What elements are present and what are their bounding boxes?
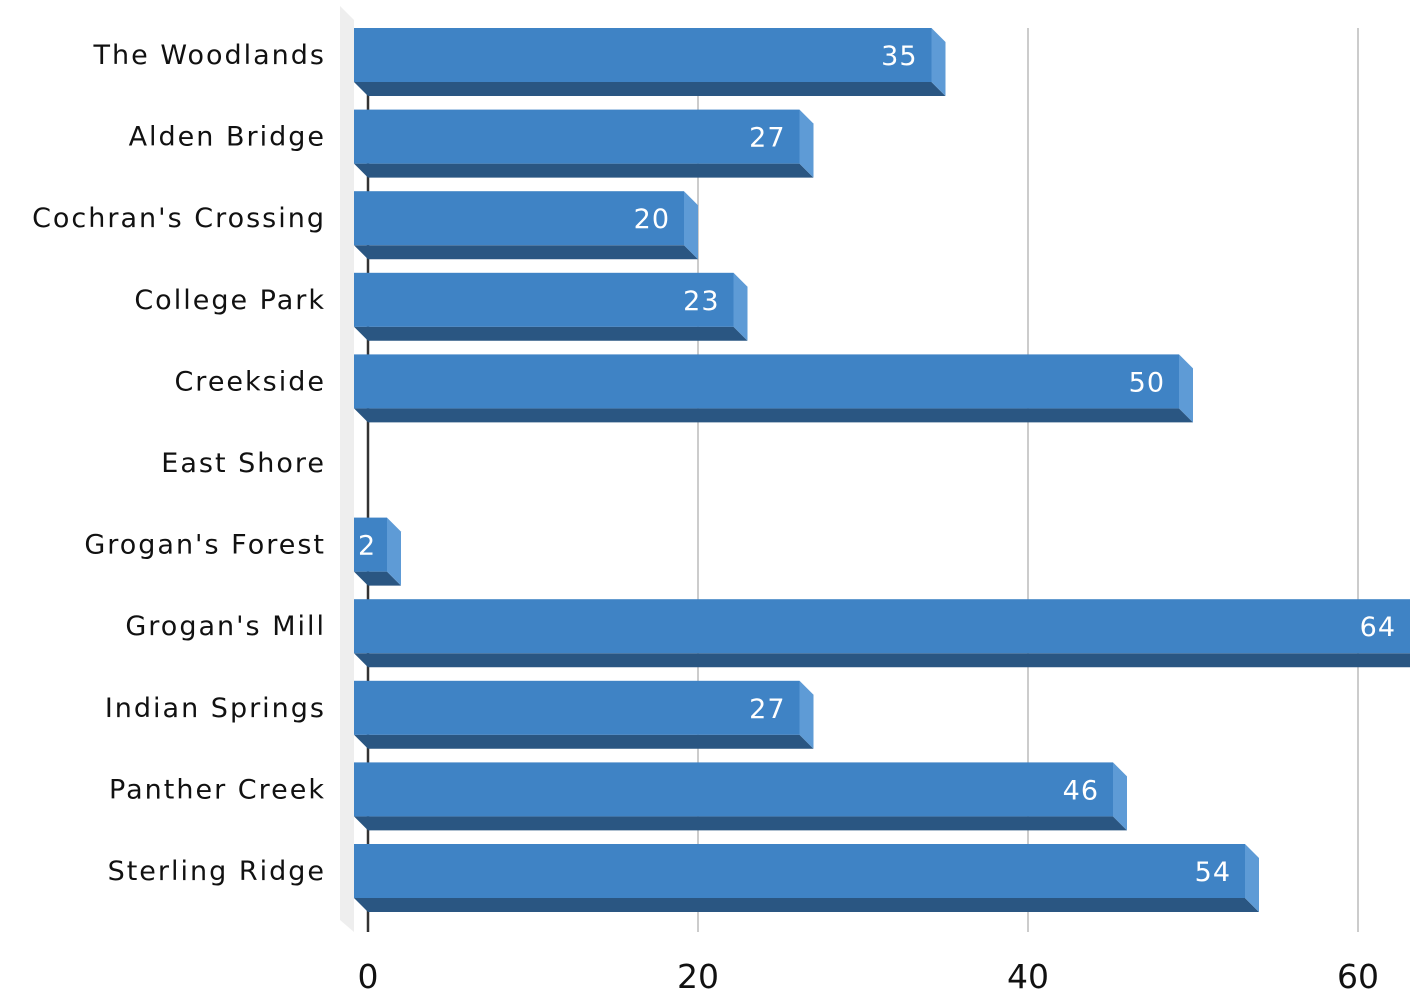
tick-label-0: 0 <box>358 957 379 994</box>
bar-side-face <box>1113 762 1127 831</box>
bar-front-face <box>354 354 1179 409</box>
bar-bottom-face <box>354 816 1127 831</box>
value-label-cochran-s-crossing: 20 <box>634 204 670 235</box>
bar-cochran-s-crossing: 20 <box>354 191 698 260</box>
category-label-the-woodlands: The Woodlands <box>93 40 326 71</box>
chart-wall <box>340 6 354 932</box>
bar-front-face <box>354 844 1245 898</box>
tick-labels: 0 20 40 60 <box>358 957 1380 996</box>
bar-bottom-face <box>354 653 1410 668</box>
bar-bottom-face <box>354 408 1193 423</box>
value-label-grogan-s-forest: 2 <box>358 531 376 562</box>
category-label-indian-springs: Indian Springs <box>105 693 326 724</box>
bar-grogan-s-forest: 2 <box>354 517 401 586</box>
category-label-east-shore: East Shore <box>161 448 326 479</box>
bar-side-face <box>684 191 698 260</box>
bar-front-face <box>354 28 932 82</box>
tick-label-20: 20 <box>677 957 719 994</box>
bars: 35 27 20 23 50 2 64 27 46 54 <box>354 28 1410 912</box>
value-label-alden-bridge: 27 <box>749 123 785 154</box>
bar-front-face <box>354 680 800 735</box>
bar-side-face <box>733 272 748 341</box>
bar-indian-springs: 27 <box>354 680 814 749</box>
category-label-cochran-s-crossing: Cochran's Crossing <box>32 203 326 234</box>
bar-front-face <box>354 272 734 327</box>
value-label-creekside: 50 <box>1129 367 1165 398</box>
bar-front-face <box>354 599 1410 654</box>
category-label-sterling-ridge: Sterling Ridge <box>108 856 326 887</box>
bar-side-face <box>799 680 814 749</box>
tick-label-60: 60 <box>1337 957 1379 994</box>
value-label-sterling-ridge: 54 <box>1195 857 1231 888</box>
bar-front-face <box>354 109 800 164</box>
category-label-alden-bridge: Alden Bridge <box>129 122 326 153</box>
value-label-panther-creek: 46 <box>1063 775 1099 806</box>
bar-front-face <box>354 191 684 246</box>
bar-college-park: 23 <box>354 272 748 341</box>
bar-the-woodlands: 35 <box>354 28 946 96</box>
bar-creekside: 50 <box>354 354 1193 423</box>
bar-bottom-face <box>354 82 946 96</box>
value-label-the-woodlands: 35 <box>881 41 917 72</box>
value-label-indian-springs: 27 <box>749 694 785 725</box>
bar-sterling-ridge: 54 <box>354 844 1259 912</box>
bar-bottom-face <box>354 245 698 260</box>
bar-side-face <box>1245 844 1259 912</box>
tick-label-40: 40 <box>1007 957 1049 994</box>
bar-side-face <box>931 28 946 96</box>
category-label-grogan-s-mill: Grogan's Mill <box>125 611 326 642</box>
bar-bottom-face <box>354 571 401 586</box>
bar-panther-creek: 46 <box>354 762 1127 831</box>
category-label-creekside: Creekside <box>174 366 326 397</box>
category-labels: The Woodlands Alden Bridge Cochran's Cross… <box>32 40 326 887</box>
bar-alden-bridge: 27 <box>354 109 814 178</box>
value-label-grogan-s-mill: 64 <box>1360 612 1396 643</box>
left-wall <box>340 6 354 932</box>
category-label-college-park: College Park <box>134 285 326 316</box>
bar-bottom-face <box>354 326 748 341</box>
bar-grogan-s-mill: 64 <box>354 599 1410 668</box>
bar-side-face <box>1179 354 1193 423</box>
bar-front-face <box>354 517 387 572</box>
bar-side-face <box>387 517 401 586</box>
bar-bottom-face <box>354 898 1259 912</box>
category-label-grogan-s-forest: Grogan's Forest <box>84 530 326 561</box>
bar-side-face <box>799 109 814 178</box>
bar-front-face <box>354 762 1113 817</box>
value-label-college-park: 23 <box>683 286 719 317</box>
category-label-panther-creek: Panther Creek <box>109 774 326 805</box>
bar-bottom-face <box>354 163 814 178</box>
bar-bottom-face <box>354 734 814 749</box>
